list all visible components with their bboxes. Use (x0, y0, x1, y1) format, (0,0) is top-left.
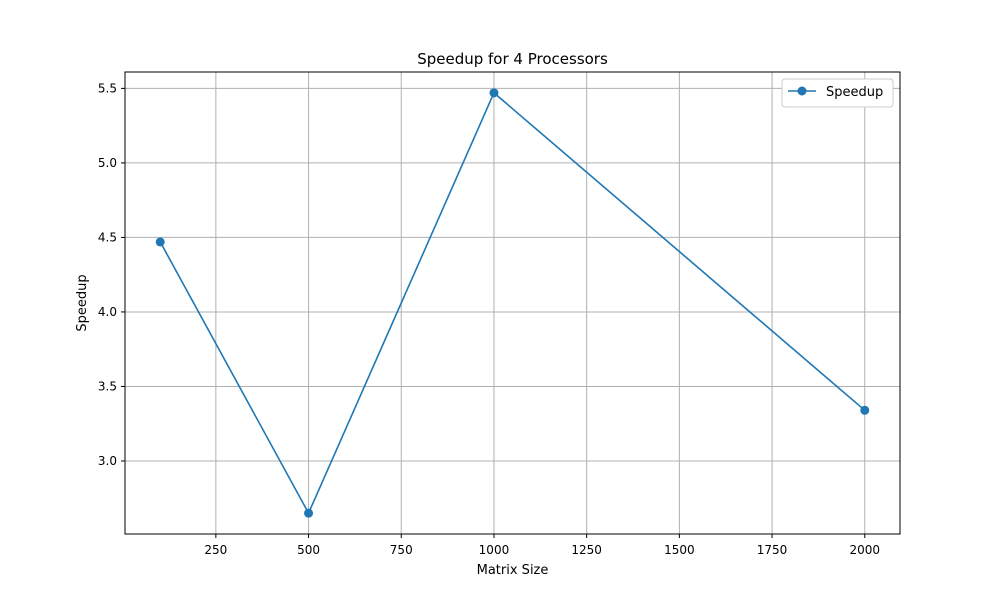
axis-ticks: 250 500 750 1000 1250 1500 1750 2000 3.0 3.5 4.0 4.… (98, 81, 880, 557)
data-point (304, 508, 314, 518)
data-point (155, 237, 165, 247)
x-tick-label: 500 (297, 543, 320, 557)
y-axis-label: Speedup (75, 274, 90, 331)
legend-label: Speedup (826, 85, 883, 100)
data-point (489, 88, 499, 98)
x-tick-label: 2000 (849, 543, 880, 557)
series (155, 88, 870, 518)
x-tick-label: 250 (204, 543, 227, 557)
x-tick-label: 750 (390, 543, 413, 557)
series-line-speedup (159, 91, 866, 515)
y-tick-label: 4.5 (98, 230, 117, 244)
legend-marker (797, 86, 807, 96)
plot-area (124, 71, 901, 535)
y-tick-label: 4.0 (98, 305, 117, 319)
y-tick-label: 3.5 (98, 379, 117, 393)
chart-title: Speedup for 4 Processors (417, 50, 608, 68)
x-axis-label: Matrix Size (477, 563, 549, 578)
x-tick-label: 1500 (664, 543, 695, 557)
x-tick-label: 1000 (479, 543, 510, 557)
y-tick-label: 3.0 (98, 454, 117, 468)
y-tick-label: 5.0 (98, 156, 117, 170)
x-tick-label: 1750 (757, 543, 788, 557)
y-tick-label: 5.5 (98, 81, 117, 95)
data-point (860, 405, 870, 415)
legend: Speedup (781, 78, 894, 108)
x-tick-label: 1250 (571, 543, 602, 557)
legend-box (781, 78, 894, 108)
